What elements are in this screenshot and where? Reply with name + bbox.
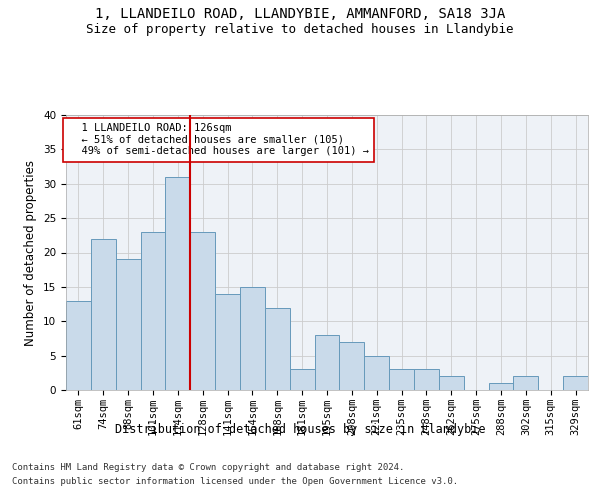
Bar [190,232,215,390]
Text: Size of property relative to detached houses in Llandybie: Size of property relative to detached ho… [86,22,514,36]
Bar [414,370,439,390]
Bar [91,239,116,390]
Bar [488,383,514,390]
Bar [439,376,464,390]
Text: 1 LLANDEILO ROAD: 126sqm
  ← 51% of detached houses are smaller (105)
  49% of s: 1 LLANDEILO ROAD: 126sqm ← 51% of detach… [68,123,368,156]
Text: Distribution of detached houses by size in Llandybie: Distribution of detached houses by size … [115,422,485,436]
Bar [364,356,389,390]
Bar [389,370,414,390]
Bar [116,260,140,390]
Bar [140,232,166,390]
Bar [290,370,314,390]
Bar [514,376,538,390]
Bar [314,335,340,390]
Bar [563,376,588,390]
Bar [240,287,265,390]
Bar [66,300,91,390]
Text: Contains public sector information licensed under the Open Government Licence v3: Contains public sector information licen… [12,478,458,486]
Text: 1, LLANDEILO ROAD, LLANDYBIE, AMMANFORD, SA18 3JA: 1, LLANDEILO ROAD, LLANDYBIE, AMMANFORD,… [95,8,505,22]
Text: Contains HM Land Registry data © Crown copyright and database right 2024.: Contains HM Land Registry data © Crown c… [12,462,404,471]
Bar [215,294,240,390]
Bar [166,177,190,390]
Y-axis label: Number of detached properties: Number of detached properties [25,160,37,346]
Bar [340,342,364,390]
Bar [265,308,290,390]
